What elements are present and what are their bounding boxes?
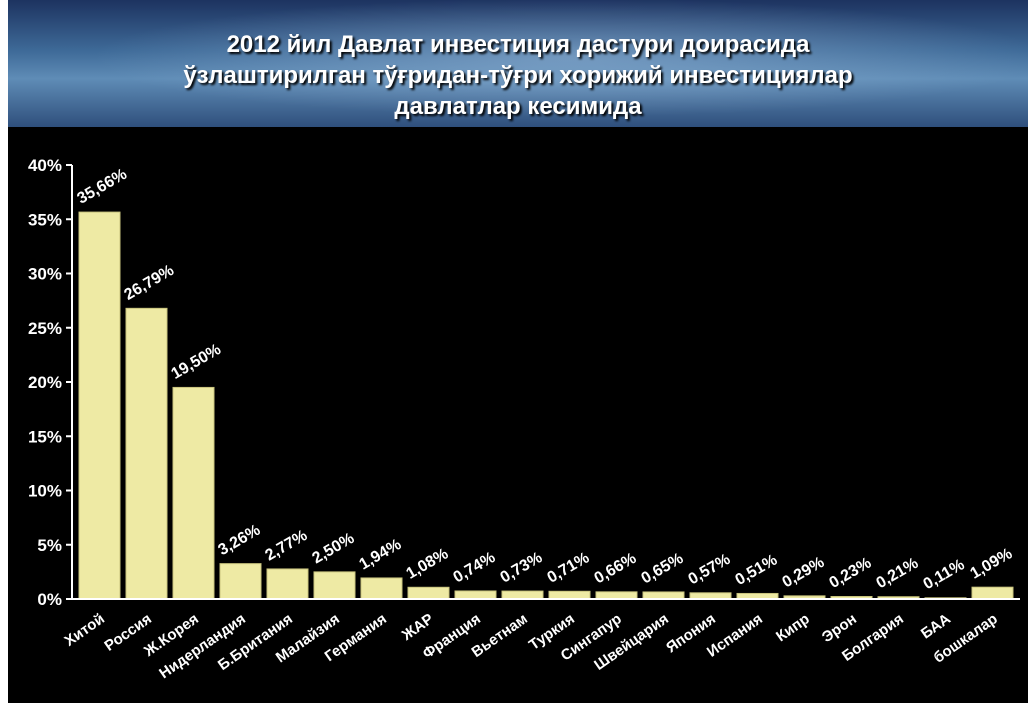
bar-4 bbox=[219, 563, 262, 600]
x-tick-label-1: Хитой bbox=[61, 610, 107, 650]
data-label-8: 1,08% bbox=[404, 545, 452, 582]
data-label-19: 0,11% bbox=[921, 556, 968, 593]
bar-7 bbox=[360, 577, 403, 600]
bar-9 bbox=[454, 590, 497, 600]
data-label-9: 0,74% bbox=[451, 549, 499, 586]
y-tick-label: 5% bbox=[37, 536, 62, 555]
data-label-17: 0,23% bbox=[827, 555, 875, 592]
data-label-10: 0,73% bbox=[498, 549, 546, 586]
y-tick-label: 30% bbox=[28, 265, 62, 284]
data-label-20: 1,09% bbox=[968, 545, 1016, 582]
x-tick-label-16: Кипр bbox=[773, 610, 813, 645]
data-label-14: 0,57% bbox=[686, 551, 734, 588]
data-label-18: 0,21% bbox=[874, 555, 922, 592]
bar-2 bbox=[125, 307, 168, 600]
y-tick-label: 25% bbox=[28, 319, 62, 338]
y-tick-label: 10% bbox=[28, 482, 62, 501]
y-tick-label: 40% bbox=[28, 156, 62, 175]
plot-area: 0% 5% 10% 15% 20% 25% 30% 35% 40% 35,66% Хитой 26,7… bbox=[8, 127, 1028, 703]
bar-5 bbox=[266, 568, 309, 600]
bar-1 bbox=[78, 211, 121, 600]
y-tick-label: 0% bbox=[37, 590, 62, 609]
data-label-5: 2,77% bbox=[263, 527, 311, 564]
data-label-3: 19,50% bbox=[169, 341, 224, 383]
data-label-6: 2,50% bbox=[310, 530, 358, 567]
y-tick-label: 20% bbox=[28, 373, 62, 392]
bar-chart: 0% 5% 10% 15% 20% 25% 30% 35% 40% 35,66% Хитой 26,7… bbox=[28, 156, 1020, 682]
data-label-2: 26,79% bbox=[122, 262, 177, 304]
data-label-1: 35,66% bbox=[75, 166, 130, 208]
data-label-11: 0,71% bbox=[545, 549, 593, 586]
y-tick-label: 15% bbox=[28, 427, 62, 446]
bar-20 bbox=[971, 586, 1014, 600]
y-tick-label: 35% bbox=[28, 210, 62, 229]
bar-11 bbox=[548, 590, 591, 600]
data-label-16: 0,29% bbox=[780, 554, 828, 591]
bar-3 bbox=[172, 386, 215, 600]
data-label-7: 1,94% bbox=[357, 536, 405, 573]
bar-13 bbox=[642, 591, 685, 600]
chart-title: 2012 йил Давлат инвестиция дастури доира… bbox=[183, 31, 853, 120]
data-label-4: 3,26% bbox=[216, 522, 264, 559]
bar-12 bbox=[595, 591, 638, 600]
bar-6 bbox=[313, 571, 356, 600]
data-label-13: 0,65% bbox=[639, 550, 687, 587]
data-label-15: 0,51% bbox=[733, 552, 781, 589]
x-tick-label-19: БАА bbox=[918, 610, 954, 642]
bar-10 bbox=[501, 590, 544, 600]
title-banner: 2012 йил Давлат инвестиция дастури доира… bbox=[8, 0, 1028, 127]
bar-8 bbox=[407, 586, 450, 600]
data-label-12: 0,66% bbox=[592, 550, 640, 587]
